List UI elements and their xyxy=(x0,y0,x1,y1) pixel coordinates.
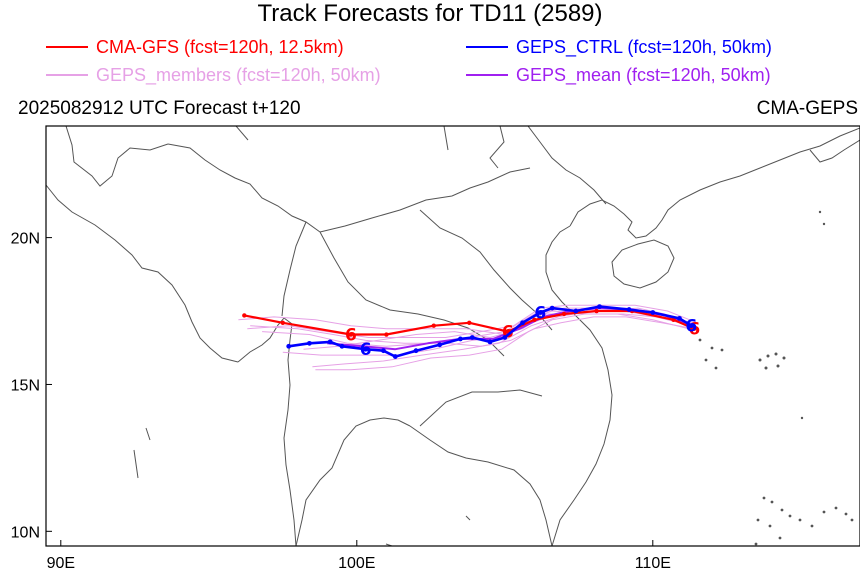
border-india-myanmar xyxy=(65,126,169,187)
geps-ctrl-track xyxy=(288,305,692,358)
legend-item-cma-gfs: CMA-GFS (fcst=120h, 12.5km) xyxy=(46,35,344,59)
legend-swatch-geps-ctrl xyxy=(466,46,508,48)
cma-gfs-cyclone-symbol: 6 xyxy=(688,320,700,340)
island-dots xyxy=(688,210,854,546)
geps-ctrl-point xyxy=(307,340,312,346)
legend-swatch-geps-mean xyxy=(466,74,508,76)
cma-gfs-point xyxy=(692,326,697,331)
geps-ctrl-point xyxy=(650,310,656,315)
lon-tick-label: 110E xyxy=(635,555,671,572)
cma-gfs-cyclone-symbol: 6 xyxy=(345,326,357,346)
lat-tick-label: 20N xyxy=(11,231,40,248)
axis-layer: 90E 100E 110E 10N 15N 20N xyxy=(11,231,671,572)
coastline-vietnam-east xyxy=(545,225,613,546)
geps-ctrl-point xyxy=(537,310,543,315)
cma-gfs-point xyxy=(467,320,472,325)
lat-tick-label: 10N xyxy=(11,524,40,541)
geps-ctrl-point xyxy=(437,342,443,348)
geps-member-track xyxy=(315,313,689,371)
coastline-myanmar-west xyxy=(46,184,239,363)
lon-tick-label: 100E xyxy=(338,555,375,572)
legend-label-geps-members: GEPS_members (fcst=120h, 50km) xyxy=(96,64,381,85)
river-inland xyxy=(235,126,607,205)
legend-swatch-cma-gfs xyxy=(46,46,88,48)
basemap xyxy=(46,126,860,546)
border-laos-vietnam xyxy=(419,209,553,331)
border-cambodia xyxy=(419,389,543,427)
geps-ctrl-point xyxy=(469,335,475,340)
cma-gfs-point xyxy=(431,323,436,328)
geps-member-track xyxy=(250,316,695,347)
geps-ctrl-point xyxy=(677,315,682,321)
geps-member-track xyxy=(303,307,692,350)
geps-ctrl-point xyxy=(520,320,525,326)
geps-ctrl-point xyxy=(392,354,398,359)
cma-gfs-point xyxy=(242,313,247,318)
legend-swatch-geps-members xyxy=(46,74,88,76)
coast-islands-sw xyxy=(133,427,471,546)
track-layer: 666 666 xyxy=(238,304,700,371)
lon-tick-label: 90E xyxy=(47,555,75,572)
border-laos-china xyxy=(319,167,531,233)
coastline-gulf-tonkin xyxy=(569,127,860,239)
geps-ctrl-point xyxy=(339,343,345,349)
geps-ctrl-cyclone-symbol: 6 xyxy=(685,317,697,337)
geps-ctrl-point xyxy=(413,348,419,354)
legend-label-geps-ctrl: GEPS_CTRL (fcst=120h, 50km) xyxy=(516,36,772,57)
cma-gfs-point xyxy=(280,320,285,325)
coastline-thailand-gulf xyxy=(295,417,411,546)
border-thai-myanmar xyxy=(281,221,307,317)
cma-gfs-point xyxy=(594,308,599,314)
cma-gfs-point xyxy=(532,317,537,323)
cma-gfs-point xyxy=(671,317,676,323)
geps-ctrl-point xyxy=(363,346,369,352)
geps-ctrl-point xyxy=(381,348,386,354)
cma-gfs-point xyxy=(384,332,389,337)
geps-ctrl-point xyxy=(458,336,463,342)
legend-label-geps-mean: GEPS_mean (fcst=120h, 50km) xyxy=(516,64,771,85)
lat-tick-label: 15N xyxy=(11,377,40,394)
geps-ctrl-point xyxy=(327,339,333,345)
geps-ctrl-point xyxy=(597,304,602,310)
geps-ctrl-point xyxy=(688,323,694,329)
geps-ctrl-cyclone-symbol: 6 xyxy=(534,304,546,324)
geps-ctrl-point xyxy=(487,339,493,345)
legend-label-cma-gfs: CMA-GFS (fcst=120h, 12.5km) xyxy=(96,36,344,57)
border-myanmar-china xyxy=(167,143,321,233)
plot-frame xyxy=(45,125,860,547)
geps-ctrl-point xyxy=(573,308,579,314)
legend-item-geps-mean: GEPS_mean (fcst=120h, 50km) xyxy=(466,63,771,87)
geps-ctrl-point xyxy=(626,307,632,312)
forecast-time-label: 2025082912 UTC Forecast t+120 xyxy=(18,98,301,119)
legend-item-geps-ctrl: GEPS_CTRL (fcst=120h, 50km) xyxy=(466,35,772,59)
geps-ctrl-cyclone-symbol: 6 xyxy=(360,340,372,360)
coastline-hainan xyxy=(611,239,675,289)
border-thai-laos xyxy=(319,231,505,357)
geps-ctrl-point xyxy=(502,335,508,340)
coastline-far-east xyxy=(809,139,860,163)
cma-gfs-point xyxy=(561,311,567,317)
geps-ctrl-point xyxy=(549,305,555,311)
geps-ctrl-point xyxy=(286,343,292,349)
coastline-indochina xyxy=(409,425,553,546)
legend-item-geps-members: GEPS_members (fcst=120h, 50km) xyxy=(46,63,381,87)
coastline-bay-shore xyxy=(237,317,297,546)
cma-gfs-cyclone-symbol: 6 xyxy=(502,323,514,343)
chart-title: Track Forecasts for TD11 (2589) xyxy=(257,0,603,27)
model-label: CMA-GEPS xyxy=(756,98,858,119)
cma-gfs-point xyxy=(348,332,354,337)
